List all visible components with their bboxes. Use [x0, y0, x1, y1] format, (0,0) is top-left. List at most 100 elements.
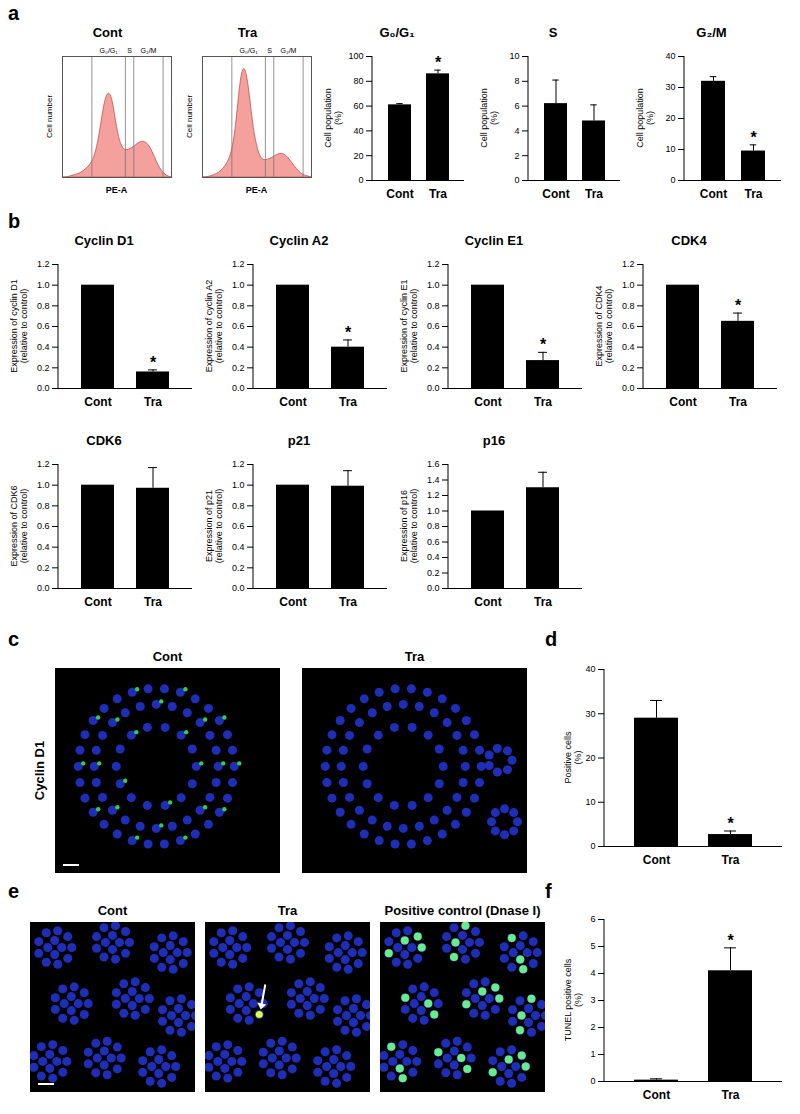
svg-text:Expression of CDK6(relative to: Expression of CDK6(relative to control) — [9, 485, 29, 566]
svg-text:Expression of p16(relative to: Expression of p16(relative to control) — [399, 489, 419, 564]
svg-text:S: S — [267, 47, 272, 54]
svg-text:0.6: 0.6 — [622, 321, 635, 331]
svg-text:S: S — [127, 47, 132, 54]
svg-text:1.0: 1.0 — [427, 506, 440, 516]
svg-text:80: 80 — [353, 76, 363, 86]
svg-text:0: 0 — [670, 175, 675, 185]
svg-text:Positive cells(%): Positive cells(%) — [563, 731, 583, 784]
svg-text:0.4: 0.4 — [427, 552, 440, 562]
svg-text:Tra: Tra — [339, 595, 357, 609]
svg-text:2: 2 — [590, 1022, 595, 1032]
svg-text:0.4: 0.4 — [37, 542, 50, 552]
svg-text:Expression of CDK4(relative to: Expression of CDK4(relative to control) — [594, 285, 614, 366]
svg-text:6: 6 — [590, 914, 595, 924]
svg-text:1.0: 1.0 — [232, 480, 245, 490]
svg-text:Tra: Tra — [744, 187, 762, 201]
svg-text:0.0: 0.0 — [37, 383, 50, 393]
svg-text:1.0: 1.0 — [37, 280, 50, 290]
svg-text:Cont: Cont — [474, 395, 501, 409]
svg-text:Cont: Cont — [279, 395, 306, 409]
svg-text:6: 6 — [514, 101, 519, 111]
svg-text:1.2: 1.2 — [37, 459, 50, 469]
svg-text:Cell number: Cell number — [45, 95, 54, 138]
svg-text:G₂/M: G₂/M — [140, 47, 156, 54]
svg-text:40: 40 — [665, 51, 675, 61]
svg-text:Tra: Tra — [585, 187, 603, 201]
svg-text:0: 0 — [590, 1076, 595, 1086]
svg-text:0.8: 0.8 — [232, 501, 245, 511]
svg-text:*: * — [727, 815, 734, 832]
svg-text:G₀/G₁: G₀/G₁ — [100, 47, 119, 54]
svg-text:Cont: Cont — [669, 395, 696, 409]
svg-text:1.0: 1.0 — [37, 480, 50, 490]
svg-text:Cont: Cont — [279, 595, 306, 609]
svg-text:40: 40 — [585, 664, 595, 674]
svg-text:0.2: 0.2 — [427, 568, 440, 578]
svg-text:1.0: 1.0 — [232, 280, 245, 290]
svg-text:20: 20 — [665, 113, 675, 123]
svg-text:0.2: 0.2 — [622, 363, 635, 373]
svg-text:0.8: 0.8 — [37, 501, 50, 511]
svg-text:Cont: Cont — [84, 395, 111, 409]
svg-text:4: 4 — [590, 968, 595, 978]
svg-text:0.0: 0.0 — [232, 383, 245, 393]
svg-text:0.8: 0.8 — [37, 301, 50, 311]
svg-text:Tra: Tra — [721, 1088, 739, 1102]
svg-text:60: 60 — [353, 101, 363, 111]
svg-text:4: 4 — [514, 126, 519, 136]
svg-text:*: * — [727, 932, 734, 949]
svg-text:Cell population(%): Cell population(%) — [479, 88, 499, 148]
svg-text:Tra: Tra — [721, 853, 739, 867]
svg-text:TUNEL positive cells(%): TUNEL positive cells(%) — [563, 958, 583, 1041]
svg-text:Cont: Cont — [84, 595, 111, 609]
svg-text:Cont: Cont — [386, 187, 413, 201]
svg-text:0.2: 0.2 — [232, 563, 245, 573]
svg-text:Cell population(%): Cell population(%) — [635, 88, 655, 148]
svg-text:0.4: 0.4 — [37, 342, 50, 352]
svg-text:0.2: 0.2 — [37, 563, 50, 573]
svg-text:0.0: 0.0 — [37, 583, 50, 593]
svg-text:0: 0 — [514, 175, 519, 185]
svg-text:G₀/G₁: G₀/G₁ — [240, 47, 259, 54]
svg-text:*: * — [435, 54, 442, 71]
svg-text:Cont: Cont — [474, 595, 501, 609]
svg-text:0.0: 0.0 — [427, 383, 440, 393]
svg-text:0.2: 0.2 — [37, 363, 50, 373]
svg-text:*: * — [150, 354, 157, 371]
svg-text:10: 10 — [585, 797, 595, 807]
svg-text:0.0: 0.0 — [622, 383, 635, 393]
svg-text:0.6: 0.6 — [232, 521, 245, 531]
svg-text:1.2: 1.2 — [622, 259, 635, 269]
svg-text:20: 20 — [353, 151, 363, 161]
svg-text:Expression of cyclin D1(relati: Expression of cyclin D1(relative to cont… — [9, 279, 29, 373]
svg-text:Cont: Cont — [700, 187, 727, 201]
svg-text:0.6: 0.6 — [232, 321, 245, 331]
svg-text:Tra: Tra — [429, 187, 447, 201]
svg-text:0.6: 0.6 — [37, 321, 50, 331]
svg-text:Expression of cyclin A2(relati: Expression of cyclin A2(relative to cont… — [204, 280, 224, 373]
svg-text:0.6: 0.6 — [427, 321, 440, 331]
svg-text:0.8: 0.8 — [427, 301, 440, 311]
svg-text:*: * — [540, 336, 547, 353]
svg-text:*: * — [345, 324, 352, 341]
svg-text:1.2: 1.2 — [427, 490, 440, 500]
svg-text:0.4: 0.4 — [427, 342, 440, 352]
svg-text:Cell number: Cell number — [185, 95, 194, 138]
svg-text:1.2: 1.2 — [232, 459, 245, 469]
svg-text:30: 30 — [665, 82, 675, 92]
svg-text:1.4: 1.4 — [427, 475, 440, 485]
svg-text:0.0: 0.0 — [232, 583, 245, 593]
svg-text:3: 3 — [590, 995, 595, 1005]
svg-text:Tra: Tra — [144, 595, 162, 609]
svg-text:Expression of cyclin E1(relati: Expression of cyclin E1(relative to cont… — [399, 279, 419, 372]
svg-text:30: 30 — [585, 709, 595, 719]
svg-text:0.4: 0.4 — [622, 342, 635, 352]
svg-text:1.0: 1.0 — [427, 280, 440, 290]
svg-text:PE-A: PE-A — [106, 185, 128, 195]
svg-text:5: 5 — [590, 941, 595, 951]
svg-text:8: 8 — [514, 76, 519, 86]
svg-text:40: 40 — [353, 126, 363, 136]
svg-text:0.8: 0.8 — [427, 521, 440, 531]
svg-text:Cont: Cont — [542, 187, 569, 201]
svg-text:0.6: 0.6 — [427, 537, 440, 547]
